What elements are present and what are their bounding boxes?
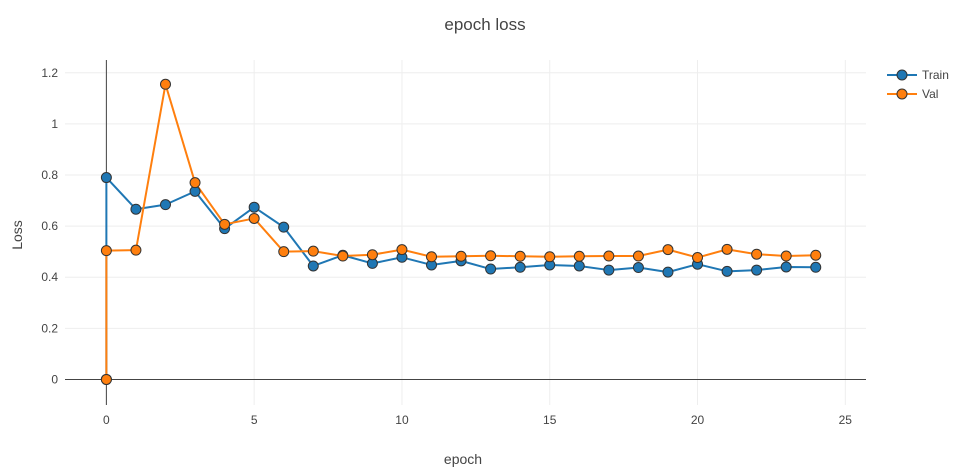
val-data-point[interactable] <box>219 218 231 230</box>
train-data-point[interactable] <box>573 260 585 272</box>
val-data-point[interactable] <box>603 250 615 262</box>
val-data-point[interactable] <box>514 250 526 262</box>
x-tick-label: 5 <box>251 413 258 427</box>
legend-label: Val <box>922 87 938 101</box>
val-data-point[interactable] <box>337 250 349 262</box>
val-data-point[interactable] <box>278 246 290 258</box>
val-data-point[interactable] <box>307 245 319 257</box>
x-tick-label: 15 <box>543 413 557 427</box>
val-data-point[interactable] <box>692 252 704 264</box>
val-data-point[interactable] <box>810 249 822 261</box>
legend-swatch-marker <box>896 88 908 100</box>
val-data-point[interactable] <box>573 250 585 262</box>
train-data-point[interactable] <box>100 172 112 184</box>
y-axis-title: Loss <box>9 220 25 250</box>
val-data-point[interactable] <box>780 250 792 262</box>
chart-title: epoch loss <box>444 15 525 34</box>
train-data-point[interactable] <box>603 264 615 276</box>
y-tick-label: 0.2 <box>41 321 58 335</box>
train-data-point[interactable] <box>130 203 142 215</box>
y-tick-label: 1 <box>51 117 58 131</box>
val-data-point[interactable] <box>100 373 112 385</box>
y-tick-label: 0.8 <box>41 168 58 182</box>
train-data-point[interactable] <box>159 199 171 211</box>
val-data-point[interactable] <box>189 177 201 189</box>
labels: epoch loss epoch Loss <box>9 15 526 467</box>
y-tick-label: 1.2 <box>41 66 58 80</box>
val-data-point[interactable] <box>426 251 438 263</box>
legend-label: Train <box>922 68 949 82</box>
val-data-point[interactable] <box>455 250 467 262</box>
val-data-point[interactable] <box>100 245 112 257</box>
x-tick-label: 25 <box>839 413 853 427</box>
axes: 0 5 10 15 20 25 0 0.2 0.4 0.6 0.8 1 1.2 <box>41 60 866 427</box>
legend-swatch-marker <box>896 69 908 81</box>
legend-item-val[interactable]: Val <box>887 87 938 101</box>
train-data-point[interactable] <box>632 262 644 274</box>
train-data-point[interactable] <box>810 261 822 273</box>
train-data-point[interactable] <box>721 265 733 277</box>
y-tick-label: 0.6 <box>41 219 58 233</box>
series-layer <box>100 78 822 385</box>
x-axis-title: epoch <box>444 451 482 467</box>
train-data-point[interactable] <box>780 261 792 273</box>
val-series-line <box>105 83 816 380</box>
val-data-point[interactable] <box>485 250 497 262</box>
val-data-point[interactable] <box>662 244 674 256</box>
train-data-point[interactable] <box>662 266 674 278</box>
x-tick-label: 10 <box>395 413 409 427</box>
x-tick-label: 20 <box>691 413 705 427</box>
train-data-point[interactable] <box>514 261 526 273</box>
x-tick-label: 0 <box>103 413 110 427</box>
val-data-point[interactable] <box>751 248 763 260</box>
train-data-point[interactable] <box>751 264 763 276</box>
val-data-point[interactable] <box>248 212 260 224</box>
val-data-point[interactable] <box>130 244 142 256</box>
legend: Train Val <box>887 68 949 101</box>
train-data-point[interactable] <box>248 201 260 213</box>
train-data-point[interactable] <box>278 221 290 233</box>
val-data-point[interactable] <box>544 251 556 263</box>
y-tick-label: 0.4 <box>41 270 58 284</box>
val-data-point[interactable] <box>159 78 171 90</box>
val-data-point[interactable] <box>721 243 733 255</box>
grid <box>65 60 866 405</box>
train-data-point[interactable] <box>485 263 497 275</box>
legend-item-train[interactable]: Train <box>887 68 949 82</box>
val-data-point[interactable] <box>366 249 378 261</box>
val-data-point[interactable] <box>632 250 644 262</box>
y-tick-label: 0 <box>51 372 58 386</box>
val-data-point[interactable] <box>396 244 408 256</box>
train-data-point[interactable] <box>307 260 319 272</box>
